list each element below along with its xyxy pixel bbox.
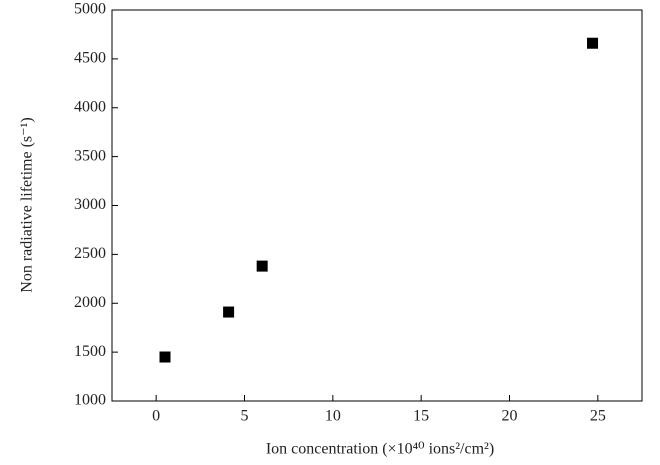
y-tick-label: 1000 [74, 392, 106, 409]
y-axis-label: Non radiative lifetime (s⁻¹) [19, 117, 36, 292]
x-tick-label: 10 [325, 408, 341, 425]
x-tick-label: 20 [502, 408, 518, 425]
y-tick-label: 3000 [74, 196, 106, 213]
x-tick-label: 15 [413, 408, 429, 425]
y-tick-label: 3500 [74, 147, 106, 164]
y-tick-label: 1500 [74, 343, 106, 360]
x-tick-label: 5 [241, 408, 249, 425]
y-tick-label: 2500 [74, 245, 106, 262]
plot-frame [111, 9, 643, 402]
point [223, 306, 235, 318]
y-tick-label: 5000 [74, 1, 106, 18]
point [587, 37, 599, 49]
x-axis-label: Ion concentration (×10⁴⁰ ions²/cm²) [266, 441, 494, 458]
point [159, 351, 171, 363]
x-tick-label: 0 [152, 408, 160, 425]
y-tick-label: 4000 [74, 98, 106, 115]
x-tick-label: 25 [590, 408, 606, 425]
point [256, 260, 268, 272]
y-tick-label: 2000 [74, 294, 106, 311]
y-tick-label: 4500 [74, 50, 106, 67]
